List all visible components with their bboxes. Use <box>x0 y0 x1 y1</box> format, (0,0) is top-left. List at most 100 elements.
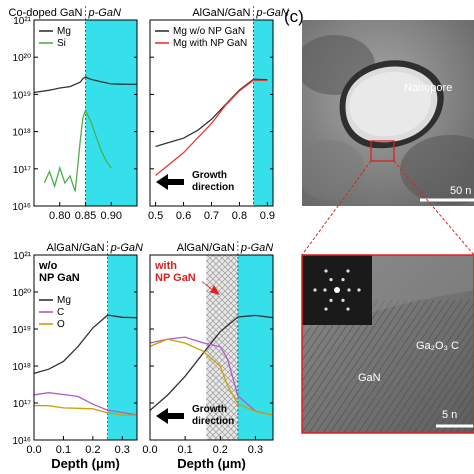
growth-arrow-icon <box>156 174 184 190</box>
lattice-fringe <box>455 405 474 433</box>
legend-label: Mg with NP GaN <box>173 38 247 49</box>
legend-label: C <box>57 307 64 318</box>
lattice-fringe <box>406 333 474 433</box>
lattice-fringe <box>378 299 470 433</box>
lattice-fringe <box>343 299 435 433</box>
scale-label-bottom: 5 n <box>442 409 457 421</box>
lattice-fringe <box>350 299 442 433</box>
gan-label: GaN <box>358 372 381 384</box>
x-tick-label: 0.80 <box>49 210 70 222</box>
panel-title: NP GaN <box>39 272 80 284</box>
zoom-line-right <box>393 160 474 256</box>
y-tick-label: 10²¹ <box>13 251 31 262</box>
annotation-label: direction <box>192 416 234 427</box>
region-label-right: p-GaN <box>88 7 121 19</box>
series-line-o <box>33 404 138 416</box>
series-line-mg <box>33 314 138 375</box>
panel-title: with <box>154 260 177 272</box>
lattice-fringe <box>371 299 463 433</box>
series-line-mg-with-np-gan <box>155 79 268 176</box>
lattice-fringe <box>448 395 474 433</box>
lattice-fringe <box>364 299 456 433</box>
fft-spot <box>323 288 327 292</box>
p-gan-region <box>253 20 273 206</box>
lattice-fringe <box>329 299 421 433</box>
lattice-fringe <box>420 353 474 433</box>
region-label-right: p-GaN <box>110 242 143 254</box>
fft-spot <box>341 278 345 282</box>
lattice-fringe <box>336 299 428 433</box>
x-tick-label: 0.8 <box>232 210 247 222</box>
fft-spot <box>324 307 328 311</box>
series-line-si <box>43 108 112 192</box>
annotation-label: direction <box>192 182 234 193</box>
fft-spot <box>347 288 351 292</box>
y-tick-label: 10¹⁸ <box>12 128 31 139</box>
y-tick-label: 10²⁰ <box>13 53 31 64</box>
lattice-fringe <box>441 384 474 433</box>
y-tick-label: 10²⁰ <box>13 288 31 299</box>
lattice-fringe <box>413 343 474 433</box>
tem-image-top: Nanopore 50 n <box>302 20 474 206</box>
legend-label: Mg <box>57 295 71 306</box>
y-tick-label: 10¹⁶ <box>12 436 31 447</box>
legend-label: Mg <box>57 26 71 37</box>
legend-label: Si <box>57 38 66 49</box>
series-line-c <box>149 336 274 416</box>
x-tick-label: 0.2 <box>85 444 100 456</box>
y-tick-label: 10¹⁶ <box>12 202 31 213</box>
scale-label-top: 50 n <box>450 185 471 197</box>
panel-title: w/o <box>38 260 58 272</box>
lattice-fringe <box>385 302 474 433</box>
fft-spot <box>324 269 328 273</box>
lattice-fringe <box>315 299 407 433</box>
chart-panel-p2: 0.5 0.6 0.7 0.8 0.9 AlGaN/GaN p-GaN Mg w/o NP G… <box>148 6 289 222</box>
y-tick-label: 10¹⁹ <box>12 325 31 336</box>
y-tick-label: 10¹⁸ <box>12 362 31 373</box>
lattice-fringe <box>427 364 474 433</box>
lattice-fringe <box>434 374 474 433</box>
lattice-fringe <box>357 299 449 433</box>
region-label-right: p-GaN <box>255 7 288 19</box>
oxide-label: Ga₂O₃ C <box>416 340 459 352</box>
lattice-fringe <box>392 312 474 433</box>
legend-label: Mg w/o NP GaN <box>173 26 245 37</box>
series-line-mg-w-o-np-gan <box>155 78 268 148</box>
region-label-left: AlGaN/GaN <box>46 242 104 254</box>
chart-panel-p3: 0.0 0.1 0.2 0.3 10¹⁶ 10¹⁷ 10¹⁸ 10¹⁹ 10²⁰ 10²¹ AlGa… <box>12 241 143 471</box>
legend-label: O <box>57 319 65 330</box>
arrow-icon <box>202 281 220 295</box>
x-axis-label: Depth (μm) <box>51 456 120 471</box>
x-tick-label: 0.2 <box>213 444 228 456</box>
x-tick-label: 0.1 <box>56 444 71 456</box>
y-tick-label: 10²¹ <box>13 16 31 27</box>
region-label-right: p-GaN <box>240 242 273 254</box>
annotation-label: Growth <box>192 404 227 415</box>
y-tick-label: 10¹⁹ <box>12 90 31 101</box>
lattice-fringe <box>399 322 474 433</box>
series-line-c <box>33 392 138 416</box>
plot-frame <box>33 254 138 441</box>
chart-panel-p1: 0.80 0.85 0.90 10¹⁶ 10¹⁷ 10¹⁸ 10¹⁹ 10²⁰ 10²¹Co-d… <box>9 6 138 222</box>
nanopore-label: Nanopore <box>404 82 452 94</box>
fft-spot <box>357 288 361 292</box>
tem-image-bottom: GaN Ga₂O₃ C 5 n <box>302 255 474 433</box>
fft-center <box>334 287 340 293</box>
fft-spot <box>313 288 317 292</box>
y-tick-label: 10¹⁷ <box>13 165 31 176</box>
lattice-fringe <box>322 299 414 433</box>
region-label-left: AlGaN/GaN <box>177 242 235 254</box>
p-gan-region <box>237 255 273 440</box>
x-tick-label: 0.0 <box>26 444 41 456</box>
region-label-left: Co-doped GaN <box>9 7 83 19</box>
fft-spot <box>346 307 350 311</box>
x-tick-label: 0.3 <box>248 444 263 456</box>
x-tick-label: 0.7 <box>204 210 219 222</box>
y-tick-label: 10¹⁷ <box>13 399 31 410</box>
x-tick-label: 0.5 <box>148 210 163 222</box>
x-tick-label: 0.90 <box>101 210 122 222</box>
zoom-line-left <box>301 160 372 256</box>
fft-spot <box>329 278 333 282</box>
